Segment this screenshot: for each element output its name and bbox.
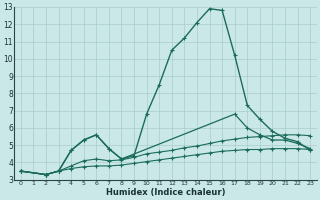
X-axis label: Humidex (Indice chaleur): Humidex (Indice chaleur) <box>106 188 225 197</box>
